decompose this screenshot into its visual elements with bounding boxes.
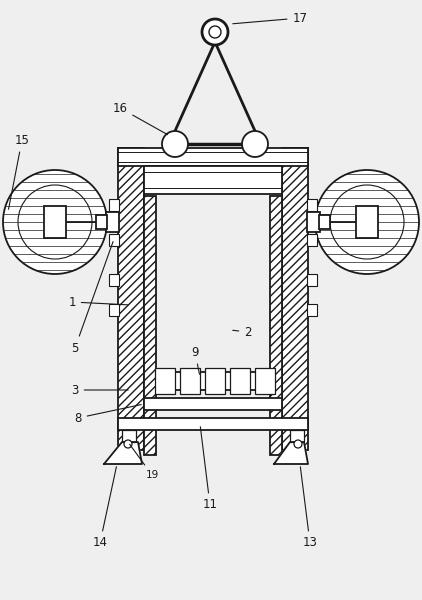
Bar <box>109 304 119 316</box>
Bar <box>109 274 119 286</box>
Bar <box>109 199 119 211</box>
Circle shape <box>202 19 228 45</box>
Text: 15: 15 <box>8 133 30 209</box>
Bar <box>144 166 282 194</box>
Bar <box>290 430 304 442</box>
Bar <box>180 368 200 394</box>
Text: 3: 3 <box>71 383 128 397</box>
Bar <box>122 430 136 442</box>
Bar <box>307 199 317 211</box>
Polygon shape <box>104 442 142 464</box>
Bar <box>230 368 250 394</box>
Circle shape <box>294 440 302 448</box>
Bar <box>319 215 330 229</box>
Text: 8: 8 <box>74 404 141 425</box>
Text: 17: 17 <box>233 11 308 25</box>
Bar <box>44 206 66 238</box>
Bar <box>118 148 308 166</box>
Bar <box>307 274 317 286</box>
Bar <box>282 148 308 450</box>
Bar <box>356 206 378 238</box>
Bar <box>144 398 282 410</box>
Text: 9: 9 <box>191 346 200 374</box>
Bar <box>106 212 119 232</box>
Text: 1: 1 <box>68 295 128 308</box>
Circle shape <box>242 131 268 157</box>
Text: 11: 11 <box>200 427 217 511</box>
Text: 16: 16 <box>113 101 168 134</box>
Circle shape <box>3 170 107 274</box>
Bar <box>307 212 320 232</box>
Bar <box>118 148 144 450</box>
Circle shape <box>209 26 221 38</box>
Bar <box>155 368 175 394</box>
Circle shape <box>162 131 188 157</box>
Text: 5: 5 <box>71 242 113 355</box>
Bar <box>205 368 225 394</box>
Text: 19: 19 <box>130 444 159 480</box>
Bar <box>118 418 308 430</box>
Text: 13: 13 <box>300 467 317 550</box>
Bar <box>270 196 282 455</box>
Bar <box>255 368 275 394</box>
Bar <box>307 234 317 246</box>
Circle shape <box>18 185 92 259</box>
Circle shape <box>315 170 419 274</box>
Bar <box>156 372 270 390</box>
Circle shape <box>124 440 132 448</box>
Bar <box>96 215 107 229</box>
Bar <box>307 304 317 316</box>
Bar <box>144 196 156 455</box>
Circle shape <box>330 185 404 259</box>
Bar <box>109 234 119 246</box>
Polygon shape <box>274 442 308 464</box>
Text: 14: 14 <box>92 467 116 550</box>
Text: 2: 2 <box>233 325 252 338</box>
